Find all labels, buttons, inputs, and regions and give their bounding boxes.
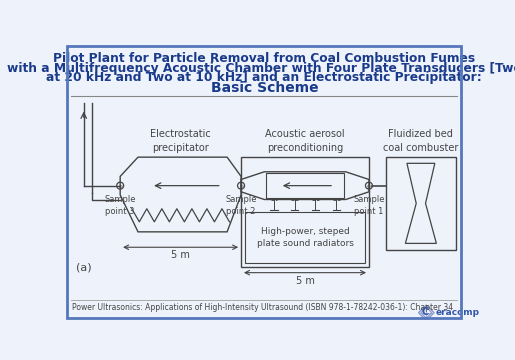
Text: Sample
point 2: Sample point 2	[226, 195, 257, 216]
Text: 5 m: 5 m	[171, 250, 190, 260]
Bar	[386, 157, 456, 249]
Text: High-power, steped
plate sound radiators: High-power, steped plate sound radiators	[256, 227, 353, 248]
Text: o: o	[367, 184, 371, 189]
Bar	[241, 157, 369, 266]
Text: Sample
point 3: Sample point 3	[105, 195, 136, 216]
Text: Pilot Plant for Particle Removal from Coal Combustion Fumes: Pilot Plant for Particle Removal from Co…	[53, 53, 475, 66]
Text: o: o	[239, 184, 243, 189]
Text: at 20 kHz and Two at 10 kHz] and an Electrostatic Precipitator:: at 20 kHz and Two at 10 kHz] and an Elec…	[46, 71, 482, 84]
Text: Electrostatic
precipitator: Electrostatic precipitator	[150, 129, 211, 153]
Text: Power Ultrasonics: Applications of High-Intensity Ultrasound (ISBN 978-1-78242-0: Power Ultrasonics: Applications of High-…	[72, 303, 453, 312]
Text: Basic Scheme: Basic Scheme	[211, 81, 318, 95]
Text: Fluidized bed
coal combuster: Fluidized bed coal combuster	[383, 129, 458, 153]
Text: eracomp: eracomp	[436, 308, 479, 317]
Text: 5 m: 5 m	[296, 276, 315, 286]
Text: Sample
point 1: Sample point 1	[353, 195, 385, 216]
Bar	[266, 173, 344, 198]
Bar	[245, 212, 365, 263]
Text: o: o	[118, 184, 122, 189]
Text: Acoustic aerosol
preconditioning: Acoustic aerosol preconditioning	[265, 129, 345, 153]
Text: C: C	[421, 307, 428, 317]
Text: (a): (a)	[76, 263, 92, 273]
Text: with a Multifrequency Acoustic Chamber with Four Plate Transducers [Two: with a Multifrequency Acoustic Chamber w…	[7, 62, 515, 75]
